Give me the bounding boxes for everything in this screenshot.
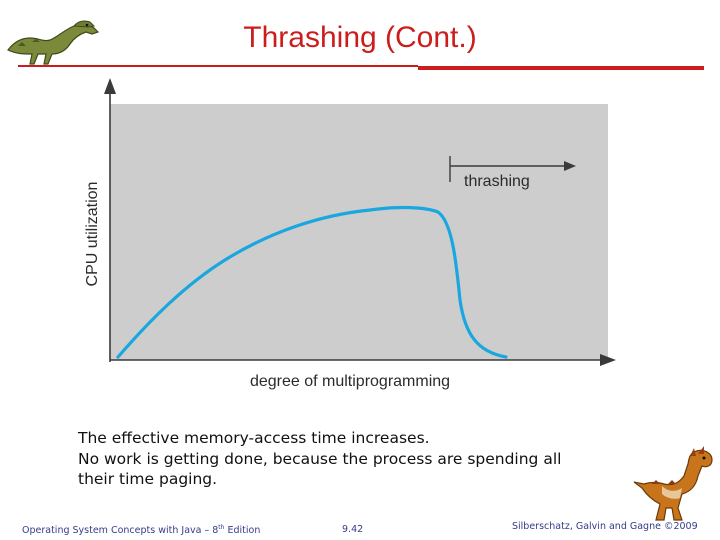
footer-edition-text: Edition [224,525,261,537]
body-text: The effective memory-access time increas… [78,428,678,490]
y-axis-arrowhead [104,78,116,94]
plot-area [110,104,608,360]
body-line: No work is getting done, because the pro… [78,449,562,468]
title-divider-accent [418,66,704,70]
page-title: Thrashing (Cont.) [243,21,477,54]
dinosaur-mascot-icon [633,446,713,521]
footer-page-number: 9.42 [342,524,364,535]
body-line: their time paging. [78,470,218,488]
y-axis-label: CPU utilization [84,182,101,287]
dinosaur-logo-icon [7,20,100,65]
thrashing-arrowhead [564,161,576,171]
footer-book-title-text: Operating System Concepts with Java – 8 [22,525,219,537]
cpu-utilization-curve [116,205,508,359]
footer-book-title: Operating System Concepts with Java – 8t… [22,524,260,536]
footer-authors: Silberschatz, Galvin and Gagne ©2009 [512,521,698,532]
x-axis-arrowhead [600,354,616,366]
thrashing-annotation: thrashing [464,173,530,190]
footer-edition-sup: th [218,524,225,531]
x-axis-label: degree of multiprogramming [250,373,450,390]
title-divider [18,65,418,67]
body-line: The effective memory-access time increas… [78,429,430,447]
